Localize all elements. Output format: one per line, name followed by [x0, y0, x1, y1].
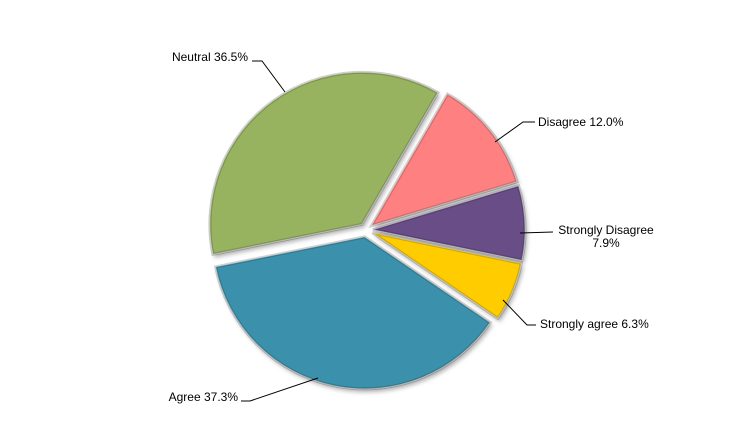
leader-line-strongly-agree	[502, 299, 536, 326]
pie-slice-strongly-disagree[interactable]	[372, 185, 526, 261]
pie-slice-bevel	[368, 91, 519, 229]
leader-line-strongly-disagree	[519, 231, 554, 234]
pie-slice-bevel	[213, 235, 493, 391]
pie-slice-bevel	[208, 70, 440, 257]
pie-slice-bevel	[372, 183, 527, 263]
leader-line-agree	[241, 377, 319, 402]
data-label-agree: Agree 37.3%	[169, 390, 239, 404]
data-label-strongly-agree: Strongly agree 6.3%	[540, 317, 649, 331]
leader-line-disagree	[494, 121, 535, 143]
pie-slice-agree[interactable]	[215, 236, 491, 390]
data-label-disagree: Disagree 12.0%	[538, 115, 624, 129]
pie-slice-strongly-agree[interactable]	[372, 232, 522, 320]
pie-slices	[208, 70, 527, 391]
pie-slice-bevel	[371, 231, 524, 321]
pie-labels: Disagree 12.0% Strongly Disagree 7.9% Stron…	[169, 50, 654, 404]
pie-slice-neutral[interactable]	[209, 71, 439, 255]
pie-slice-disagree[interactable]	[370, 93, 518, 227]
data-label-strongly-disagree: Strongly Disagree 7.9%	[558, 223, 654, 250]
data-label-neutral: Neutral 36.5%	[172, 50, 248, 64]
leader-line-neutral	[252, 60, 286, 93]
